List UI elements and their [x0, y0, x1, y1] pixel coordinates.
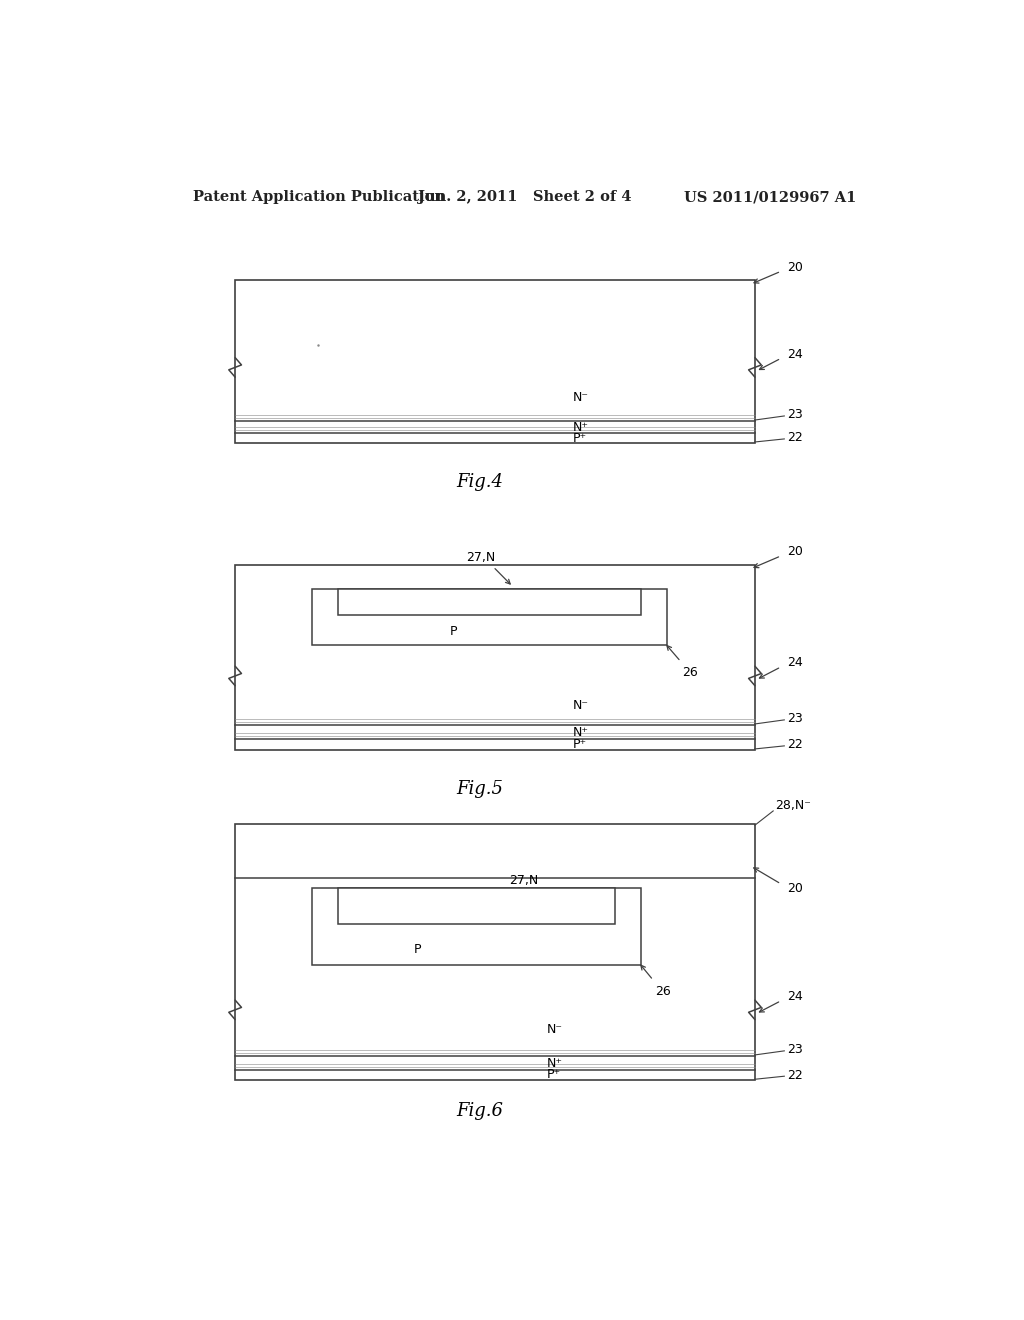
FancyBboxPatch shape [312, 589, 667, 645]
Text: 24: 24 [786, 656, 803, 669]
Text: 28,N⁻: 28,N⁻ [775, 800, 811, 812]
Text: N⁻: N⁻ [573, 700, 589, 711]
FancyBboxPatch shape [236, 824, 755, 1080]
Text: N⁻: N⁻ [573, 391, 589, 404]
Text: 24: 24 [786, 347, 803, 360]
Text: 23: 23 [786, 1043, 803, 1056]
Text: P: P [414, 944, 421, 956]
Text: 20: 20 [786, 882, 803, 895]
Text: 22: 22 [786, 1069, 803, 1081]
Text: 26: 26 [655, 985, 671, 998]
Text: P⁺: P⁺ [573, 432, 587, 445]
Text: 20: 20 [786, 260, 803, 273]
Text: P⁺: P⁺ [573, 738, 587, 751]
Text: Patent Application Publication: Patent Application Publication [194, 190, 445, 205]
Text: 22: 22 [786, 432, 803, 445]
FancyBboxPatch shape [236, 280, 755, 444]
Text: 23: 23 [786, 713, 803, 726]
Text: P: P [450, 626, 457, 638]
Text: N⁺: N⁺ [547, 1057, 563, 1071]
Text: N⁻: N⁻ [547, 1023, 563, 1036]
FancyBboxPatch shape [338, 589, 641, 615]
FancyBboxPatch shape [236, 565, 755, 750]
Text: 26: 26 [682, 665, 698, 678]
Text: Fig.5: Fig.5 [456, 780, 503, 797]
Text: 24: 24 [786, 990, 803, 1003]
Text: Jun. 2, 2011   Sheet 2 of 4: Jun. 2, 2011 Sheet 2 of 4 [418, 190, 631, 205]
Text: 23: 23 [786, 408, 803, 421]
FancyBboxPatch shape [312, 888, 641, 965]
Text: P⁺: P⁺ [547, 1068, 561, 1081]
Text: 27,N: 27,N [467, 550, 496, 564]
Text: 22: 22 [786, 738, 803, 751]
Text: Fig.4: Fig.4 [456, 473, 503, 491]
Text: N⁺: N⁺ [573, 726, 589, 739]
FancyBboxPatch shape [338, 888, 614, 924]
Text: 20: 20 [786, 545, 803, 558]
Text: US 2011/0129967 A1: US 2011/0129967 A1 [684, 190, 856, 205]
Text: Fig.6: Fig.6 [456, 1102, 503, 1119]
Text: 27,N: 27,N [509, 874, 539, 887]
Text: N⁺: N⁺ [573, 421, 589, 434]
